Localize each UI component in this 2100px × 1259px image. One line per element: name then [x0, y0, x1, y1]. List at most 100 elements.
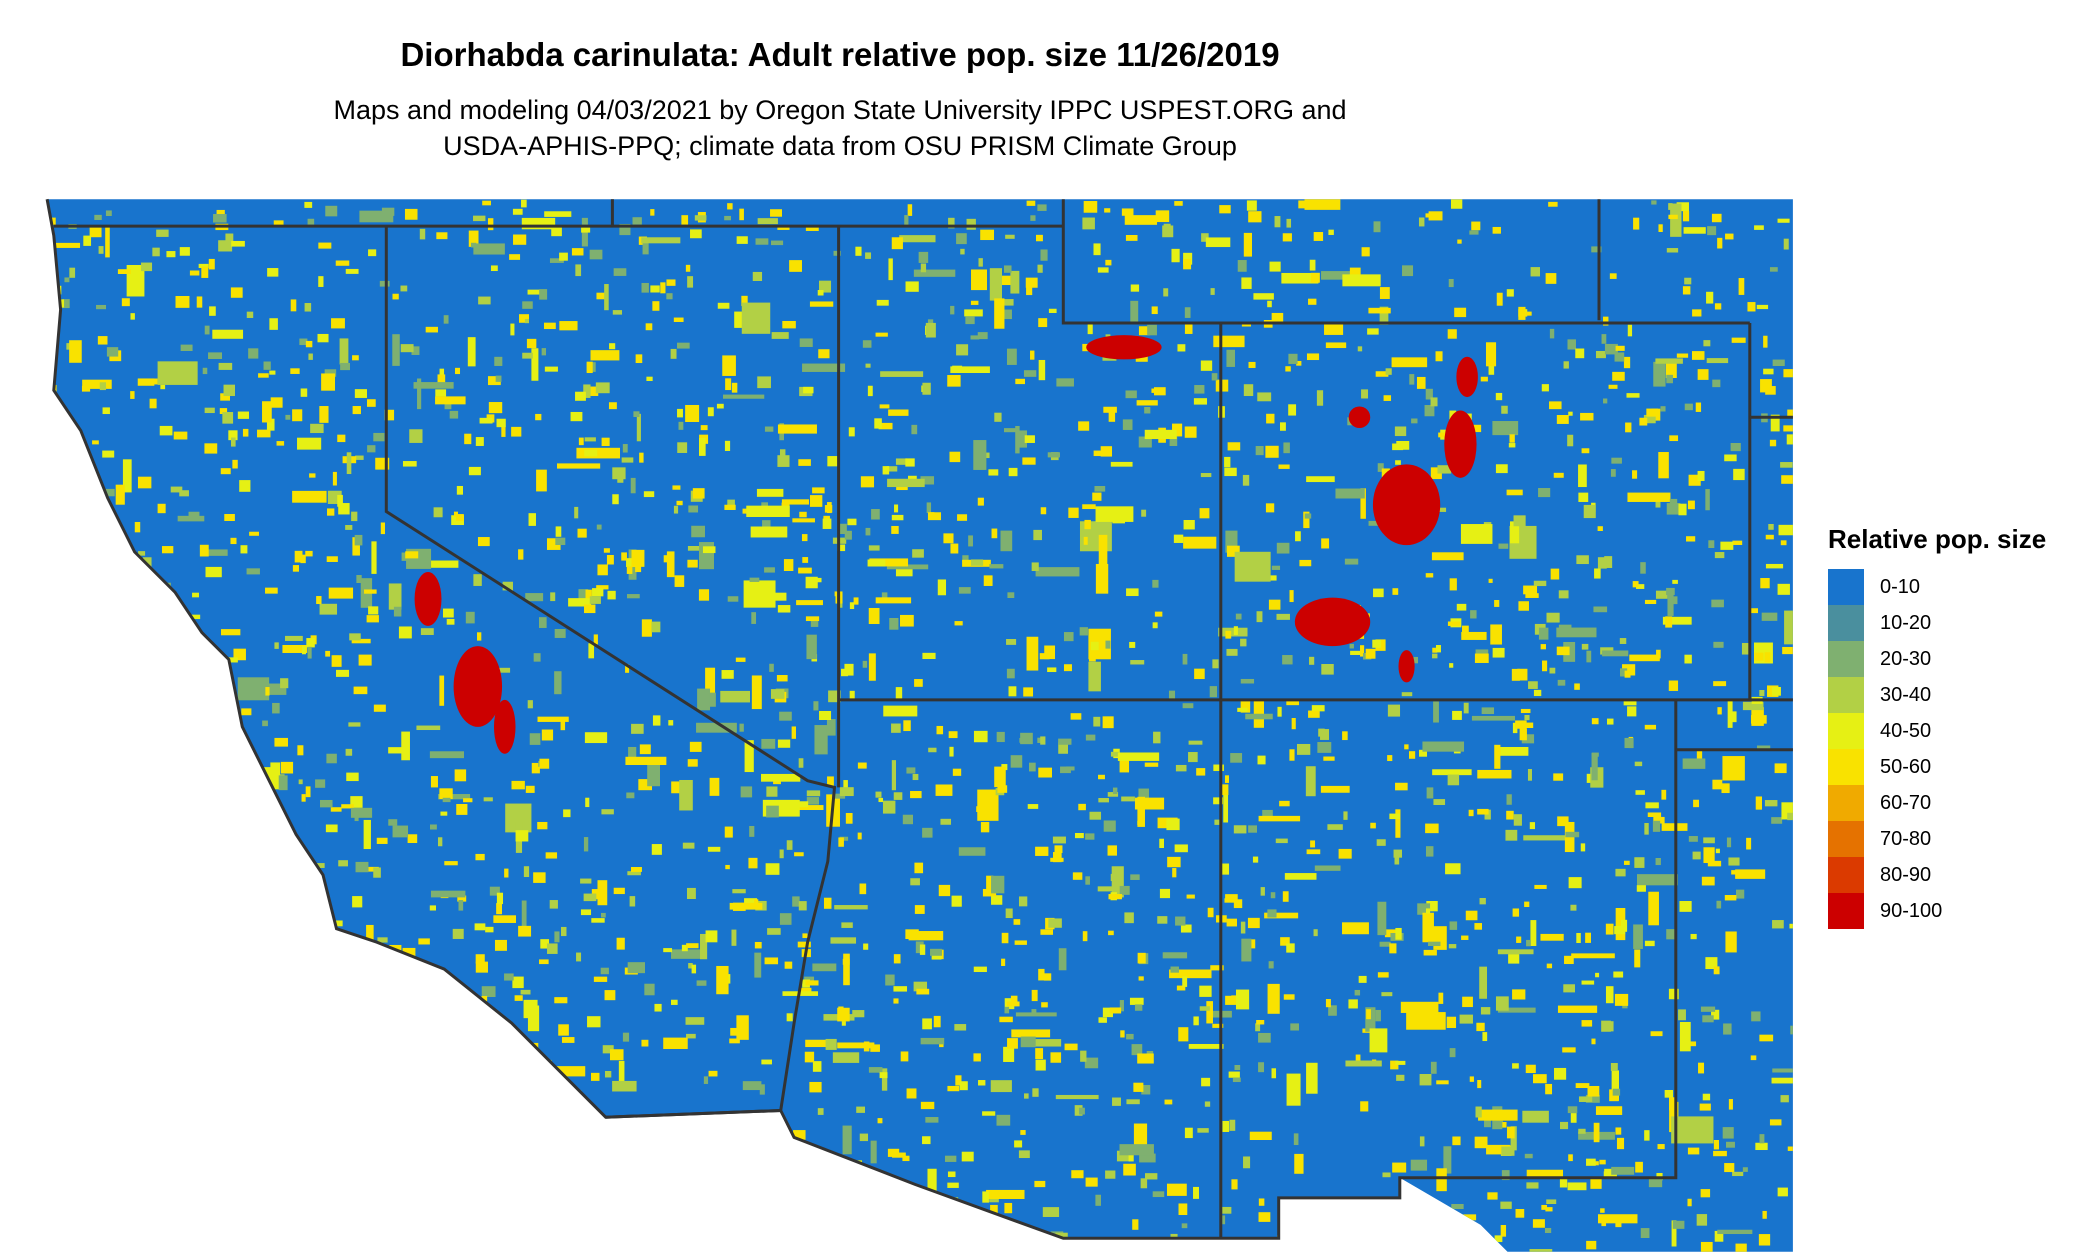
speckle: [767, 928, 781, 935]
speckle: [1754, 225, 1764, 230]
speckle: [292, 565, 299, 572]
speckle: [646, 376, 653, 382]
speckle: [764, 567, 775, 573]
speckle: [1147, 324, 1157, 336]
speckle: [496, 903, 503, 915]
speckle: [1660, 406, 1666, 412]
speckle: [541, 1164, 549, 1180]
speckle: [1219, 205, 1231, 214]
speckle: [1235, 613, 1242, 620]
speckle: [1090, 641, 1099, 651]
speckle: [227, 657, 238, 663]
speckle: [805, 1039, 835, 1048]
speckle: [19, 419, 25, 428]
speckle: [994, 298, 1005, 329]
speckle: [1188, 1043, 1224, 1049]
speckle: [348, 1221, 359, 1232]
speckle: [636, 413, 641, 442]
speckle: [420, 628, 434, 635]
speckle: [1670, 203, 1682, 237]
speckle: [882, 800, 896, 814]
speckle: [367, 445, 376, 453]
speckle: [1542, 660, 1548, 672]
speckle: [351, 1121, 389, 1129]
speckle: [1657, 1144, 1665, 1150]
speckle: [212, 329, 244, 339]
speckle: [550, 592, 556, 602]
speckle: [1724, 895, 1737, 901]
speckle: [1726, 837, 1732, 848]
speckle: [1393, 849, 1403, 858]
speckle: [220, 468, 231, 475]
speckle: [404, 208, 418, 220]
speckle: [1679, 901, 1692, 912]
speckle: [716, 403, 724, 409]
speckle: [991, 875, 1005, 894]
speckle: [1309, 259, 1316, 271]
speckle: [381, 207, 395, 216]
speckle: [104, 698, 110, 709]
speckle: [519, 314, 530, 323]
speckle: [1610, 1063, 1618, 1071]
speckle: [1666, 503, 1681, 515]
speckle: [1780, 540, 1787, 546]
speckle: [1513, 515, 1526, 527]
speckle: [1006, 348, 1017, 365]
speckle: [792, 518, 815, 523]
speckle: [213, 1220, 218, 1229]
speckle: [622, 444, 628, 453]
speckle: [1526, 1182, 1539, 1189]
speckle: [1679, 1021, 1691, 1052]
speckle: [1430, 397, 1438, 407]
speckle: [915, 1201, 924, 1213]
speckle: [959, 1081, 968, 1091]
speckle: [903, 720, 911, 732]
speckle: [577, 528, 587, 538]
speckle: [489, 886, 500, 896]
speckle: [732, 889, 746, 894]
speckle: [156, 229, 169, 237]
speckle: [879, 1072, 888, 1079]
speckle: [827, 776, 834, 787]
speckle: [886, 466, 898, 472]
speckle: [907, 204, 913, 216]
speckle: [1615, 1127, 1622, 1135]
speckle: [547, 943, 558, 954]
legend-label: 20-30: [1880, 647, 1932, 670]
speckle: [784, 961, 793, 969]
speckle: [1731, 870, 1737, 875]
speckle: [576, 447, 621, 459]
speckle: [47, 388, 50, 393]
speckle: [206, 1231, 221, 1238]
speckle: [749, 577, 760, 582]
speckle: [1, 1053, 25, 1063]
speckle: [809, 1081, 822, 1093]
speckle: [214, 969, 224, 979]
speckle: [454, 769, 467, 782]
speckle: [727, 596, 739, 602]
speckle: [416, 725, 441, 731]
speckle: [724, 826, 733, 838]
speckle: [161, 655, 175, 664]
speckle: [1166, 1183, 1187, 1196]
speckle: [823, 897, 832, 909]
hotspot: [1086, 335, 1162, 360]
speckle: [914, 905, 925, 914]
speckle: [731, 382, 738, 393]
speckle: [1702, 1015, 1714, 1023]
speckle: [430, 776, 438, 788]
speckle: [1529, 1249, 1553, 1252]
speckle: [1102, 716, 1114, 729]
speckle: [881, 592, 888, 601]
speckle: [185, 930, 193, 937]
speckle: [1024, 1093, 1029, 1099]
speckle: [1446, 1016, 1457, 1028]
speckle: [437, 374, 446, 385]
legend-entry: 70-80: [1828, 821, 2046, 857]
speckle: [583, 384, 591, 398]
speckle: [1469, 230, 1479, 235]
speckle: [1512, 989, 1526, 1000]
speckle: [3, 581, 9, 592]
speckle: [126, 1062, 163, 1078]
speckle: [1231, 1179, 1238, 1190]
